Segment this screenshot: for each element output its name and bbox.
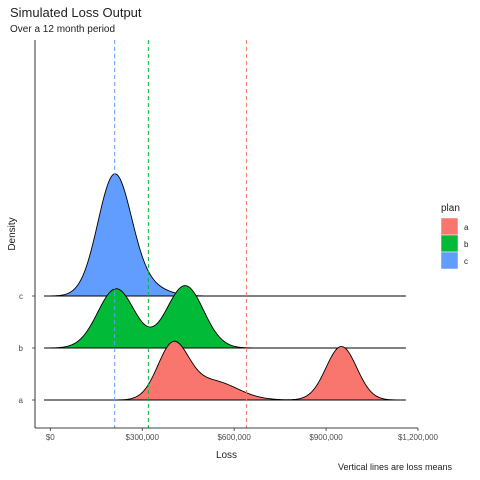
ridge-fill-c xyxy=(44,174,406,296)
y-tick-label: c xyxy=(19,292,23,301)
chart-caption: Vertical lines are loss means xyxy=(338,462,452,472)
x-tick-label: $900,000 xyxy=(309,433,343,442)
y-tick-label: b xyxy=(19,344,24,353)
x-axis-label: Loss xyxy=(216,450,237,461)
legend-label-c: c xyxy=(464,257,468,266)
x-tick-label: $1,200,000 xyxy=(398,433,439,442)
legend-swatch-a xyxy=(441,218,458,235)
y-axis-label: Density xyxy=(7,217,18,250)
plot-area xyxy=(44,40,406,428)
x-tick-label: $0 xyxy=(46,433,55,442)
legend-label-b: b xyxy=(464,240,469,249)
x-tick-label: $600,000 xyxy=(217,433,251,442)
legend-swatch-b xyxy=(441,235,458,252)
y-tick-label: a xyxy=(19,396,24,405)
ridge-fill-a xyxy=(44,341,406,400)
x-tick-label: $300,000 xyxy=(126,433,160,442)
legend-label-a: a xyxy=(464,223,469,232)
legend-swatch-c xyxy=(441,252,458,269)
legend-title: plan xyxy=(441,203,460,214)
